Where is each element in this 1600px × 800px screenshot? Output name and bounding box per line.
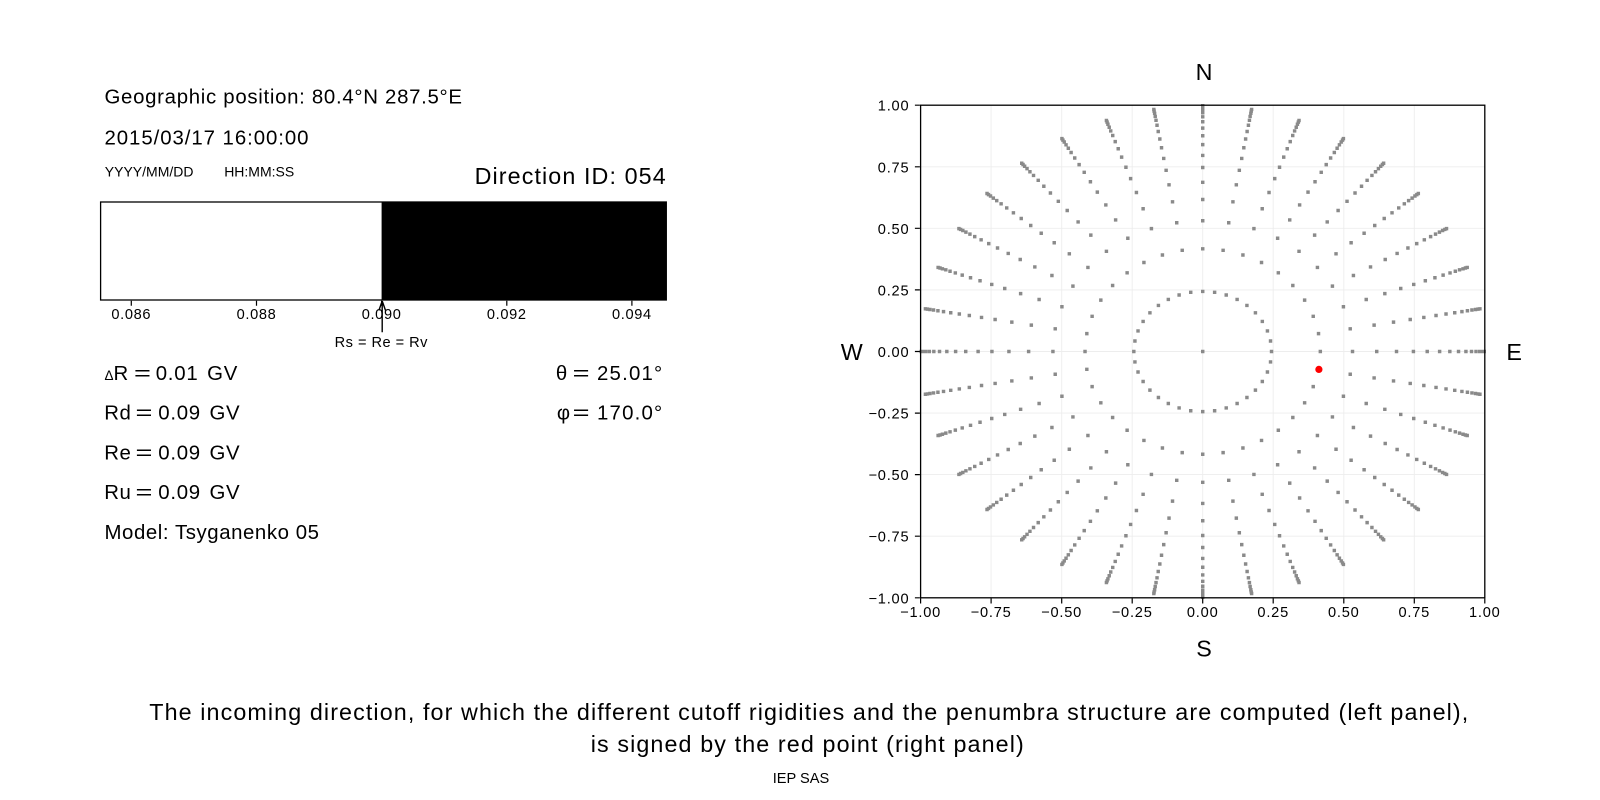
svg-text:−1.00: −1.00 (900, 605, 941, 621)
svg-text:0.50: 0.50 (1328, 605, 1360, 621)
svg-text:=: = (573, 362, 590, 385)
svg-text:0.094: 0.094 (612, 307, 652, 323)
svg-text:0.086: 0.086 (111, 307, 151, 323)
svg-text:0.25: 0.25 (1257, 605, 1289, 621)
svg-text:Model: Tsyganenko 05: Model: Tsyganenko 05 (105, 522, 320, 544)
svg-text:YYYY/MM/DD: YYYY/MM/DD (105, 163, 194, 179)
svg-text:Direction ID: 054: Direction ID: 054 (475, 163, 667, 189)
svg-text:0.25: 0.25 (878, 283, 910, 299)
svg-text:−0.25: −0.25 (868, 407, 909, 423)
svg-text:=: = (573, 402, 590, 425)
svg-text:Ru: Ru (104, 482, 131, 504)
svg-text:IEP SAS: IEP SAS (773, 771, 830, 787)
svg-text:Rs = Re = Rv: Rs = Re = Rv (335, 335, 428, 351)
svg-text:0.09 GV: 0.09 GV (158, 442, 240, 464)
svg-text:1.00: 1.00 (1469, 605, 1501, 621)
svg-text:S: S (1196, 636, 1212, 662)
svg-text:θ: θ (556, 363, 567, 385)
svg-text:=: = (135, 481, 152, 504)
svg-text:Re: Re (104, 442, 131, 464)
svg-text:0.09 GV: 0.09 GV (158, 482, 240, 504)
svg-text:=: = (135, 441, 152, 464)
svg-text:φ: φ (557, 403, 570, 425)
svg-text:Geographic position: 80.4°N 28: Geographic position: 80.4°N 287.5°E (105, 87, 463, 109)
svg-text:−0.50: −0.50 (868, 468, 909, 484)
svg-text:The incoming direction, for wh: The incoming direction, for which the di… (149, 699, 1469, 725)
svg-text:0.01 GV: 0.01 GV (156, 363, 238, 385)
svg-text:N: N (1196, 59, 1213, 85)
svg-text:0.09 GV: 0.09 GV (158, 403, 240, 425)
svg-text:=: = (135, 402, 152, 425)
svg-text:1.00: 1.00 (878, 99, 910, 115)
svg-text:−0.75: −0.75 (868, 530, 909, 546)
svg-text:is signed by the red point (ri: is signed by the red point (right panel) (591, 731, 1025, 757)
svg-text:W: W (841, 339, 863, 365)
svg-text:170.0°: 170.0° (597, 403, 663, 425)
svg-text:=: = (134, 362, 151, 385)
svg-text:0.090: 0.090 (362, 307, 402, 323)
svg-text:−1.00: −1.00 (868, 591, 909, 607)
svg-text:Rd: Rd (104, 403, 131, 425)
svg-text:E: E (1506, 339, 1522, 365)
svg-text:HH:MM:SS: HH:MM:SS (224, 163, 294, 179)
svg-text:0.75: 0.75 (878, 160, 910, 176)
svg-text:0.75: 0.75 (1398, 605, 1430, 621)
svg-text:25.01°: 25.01° (597, 363, 663, 385)
svg-text:0.00: 0.00 (1187, 605, 1219, 621)
svg-text:−0.75: −0.75 (971, 605, 1012, 621)
svg-text:0.092: 0.092 (487, 307, 527, 323)
svg-text:0.50: 0.50 (878, 222, 910, 238)
svg-text:2015/03/17 16:00:00: 2015/03/17 16:00:00 (105, 128, 310, 150)
svg-text:−0.25: −0.25 (1112, 605, 1153, 621)
svg-text:0.088: 0.088 (237, 307, 277, 323)
svg-text:ΔR: ΔR (105, 363, 129, 385)
svg-text:−0.50: −0.50 (1041, 605, 1082, 621)
svg-text:0.00: 0.00 (878, 345, 910, 361)
